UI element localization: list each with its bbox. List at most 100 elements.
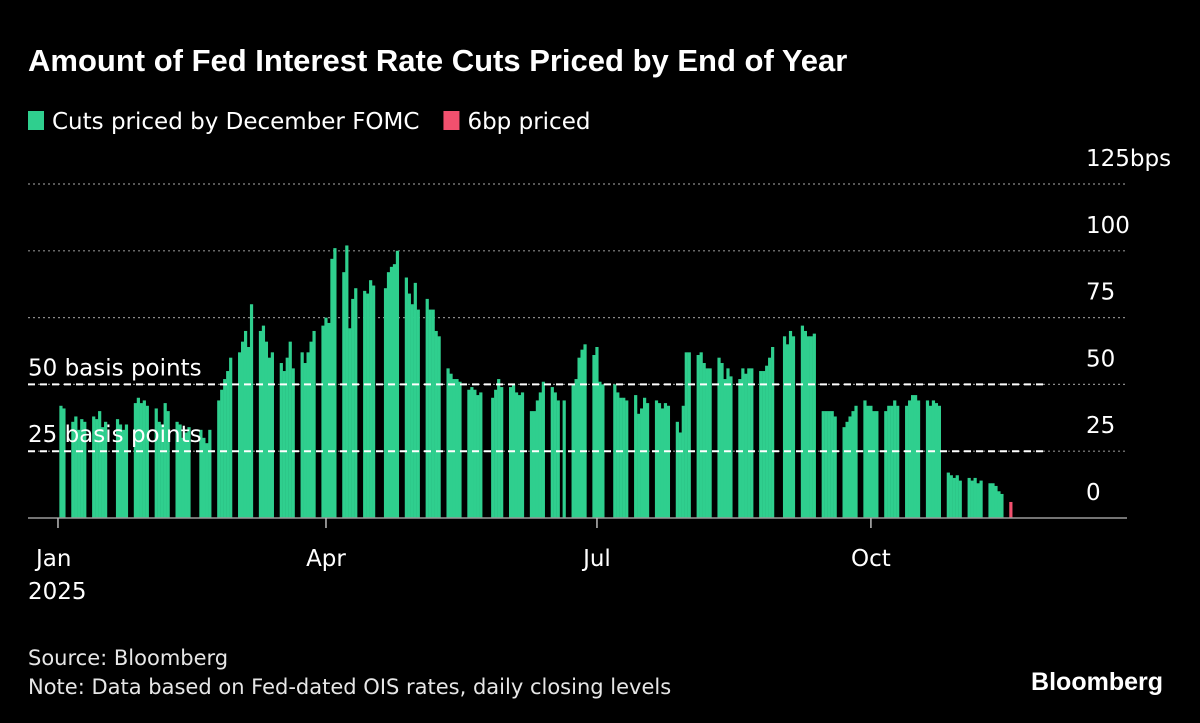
bar: [598, 381, 602, 518]
bar: [765, 365, 769, 518]
bar: [208, 429, 212, 518]
bar: [226, 371, 230, 518]
bar: [80, 419, 84, 518]
bar: [163, 403, 167, 518]
bar: [952, 477, 956, 518]
bar: [824, 411, 828, 518]
bar: [473, 389, 477, 518]
bar: [452, 379, 456, 518]
bar: [467, 389, 471, 518]
bar: [678, 432, 682, 518]
bar: [970, 480, 974, 518]
bar: [449, 373, 453, 518]
x-year-label: 2025: [28, 579, 87, 605]
bar: [160, 424, 164, 518]
bar: [946, 472, 950, 518]
bar: [866, 405, 870, 518]
y-tick-label: 0: [1086, 480, 1101, 506]
bar: [934, 403, 939, 518]
bar: [937, 405, 941, 518]
bar: [696, 355, 700, 518]
bar: [893, 400, 897, 518]
bar: [520, 392, 525, 518]
bar: [413, 282, 417, 518]
legend-label: 6bp priced: [467, 109, 590, 135]
bar: [386, 272, 391, 518]
bar: [958, 480, 962, 518]
bar: [788, 330, 793, 518]
bar: [309, 341, 313, 518]
bar: [896, 405, 900, 518]
bar: [407, 293, 411, 518]
bar: [619, 397, 623, 518]
bar: [431, 309, 435, 518]
bar: [74, 416, 78, 518]
bar: [246, 346, 251, 518]
bar: [351, 298, 355, 518]
bar: [303, 363, 307, 518]
bar: [118, 424, 123, 518]
bar: [640, 408, 644, 518]
bar: [660, 408, 665, 518]
bar: [175, 421, 179, 518]
bar: [455, 379, 459, 518]
bar: [1009, 501, 1013, 518]
bar: [949, 475, 953, 518]
source: Source: Bloomberg: [28, 646, 228, 670]
bar: [997, 491, 1001, 518]
bar: [663, 403, 668, 518]
bar: [538, 392, 542, 518]
bar: [821, 411, 825, 518]
bar: [95, 419, 99, 518]
bar: [750, 368, 754, 518]
bar: [321, 325, 325, 518]
bar: [654, 400, 659, 518]
bar: [681, 405, 685, 518]
bar: [830, 411, 834, 518]
bar: [92, 416, 96, 518]
y-tick-label: 100: [1086, 213, 1130, 239]
bar: [768, 357, 772, 518]
bar: [410, 304, 414, 518]
bar: [202, 437, 206, 518]
bar: [366, 293, 370, 518]
bar: [616, 392, 620, 518]
bar: [77, 429, 81, 518]
bar: [833, 416, 837, 518]
bar: [562, 400, 566, 518]
bar: [404, 277, 408, 518]
bar: [637, 413, 641, 518]
bar: [389, 266, 394, 518]
bar: [71, 421, 75, 518]
bar: [705, 368, 709, 518]
bar: [437, 336, 441, 518]
bar: [101, 427, 105, 518]
bar: [416, 309, 420, 518]
bar: [458, 381, 462, 518]
y-tick-label: 125bps: [1086, 146, 1171, 172]
bar: [645, 403, 650, 518]
bar: [157, 421, 161, 518]
bar: [973, 477, 977, 518]
bar: [747, 368, 751, 518]
bar: [708, 368, 712, 518]
bar: [613, 384, 617, 518]
bar: [98, 411, 102, 518]
bar: [872, 411, 876, 518]
bar: [139, 403, 143, 518]
bar: [699, 352, 703, 518]
bar: [285, 357, 289, 518]
bar: [529, 411, 534, 518]
bar: [121, 429, 126, 518]
bar: [976, 483, 980, 518]
bar: [383, 288, 388, 518]
bar: [785, 344, 790, 518]
bar: [392, 264, 397, 518]
bar: [261, 325, 266, 518]
bar: [925, 400, 930, 518]
bar: [124, 424, 129, 518]
bar: [476, 395, 480, 518]
bar: [491, 397, 495, 518]
bar: [154, 408, 158, 518]
bar: [369, 280, 373, 518]
